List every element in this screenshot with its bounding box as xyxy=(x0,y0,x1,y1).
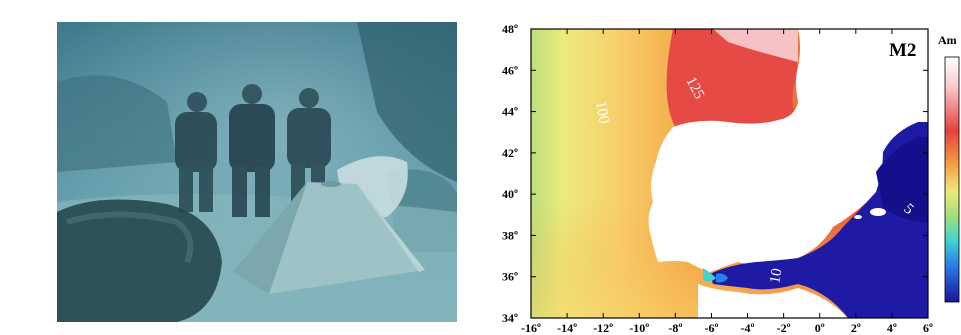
lon-tick-label: -8º xyxy=(668,321,682,335)
colorbar-title: Am xyxy=(938,33,957,47)
contour-label-10: 10 xyxy=(767,267,785,285)
lon-tick-label: -6º xyxy=(704,321,718,335)
lon-tick-label: -2º xyxy=(777,321,791,335)
colorbar xyxy=(944,56,960,303)
lon-tick-label: 2º xyxy=(851,321,861,335)
lat-tick-label: 38º xyxy=(502,228,518,242)
lon-tick-label: -4º xyxy=(741,321,755,335)
lon-tick-label: -10º xyxy=(629,321,649,335)
lat-tick-label: 36º xyxy=(502,270,518,284)
lat-tick-label: 34º xyxy=(502,311,518,325)
lat-tick-label: 40º xyxy=(502,187,518,201)
lon-tick-label: 4º xyxy=(887,321,897,335)
tidal-amplitude-map: 48º 46º 44º 42º 40º 38º 36º 34º -16º -14º -12º -10… xyxy=(498,22,961,335)
lat-tick-label: 48º xyxy=(502,22,518,36)
pyramid-structure xyxy=(233,181,425,294)
contour-label-100: 100 xyxy=(592,100,612,125)
panel-label: M2 xyxy=(889,40,916,61)
land-iberia xyxy=(648,29,928,272)
lat-tick-label: 46º xyxy=(502,63,518,77)
lon-tick-label: 6º xyxy=(923,321,933,335)
lon-tick-label: -14º xyxy=(557,321,577,335)
underwater-photo xyxy=(57,22,457,322)
lon-tick-label: 0º xyxy=(815,321,825,335)
lon-tick-label: -12º xyxy=(593,321,613,335)
mediterranean xyxy=(710,122,928,318)
lat-tick-label: 44º xyxy=(502,105,518,119)
lat-tick-label: 42º xyxy=(502,146,518,160)
lon-tick-label: -16º xyxy=(521,321,541,335)
